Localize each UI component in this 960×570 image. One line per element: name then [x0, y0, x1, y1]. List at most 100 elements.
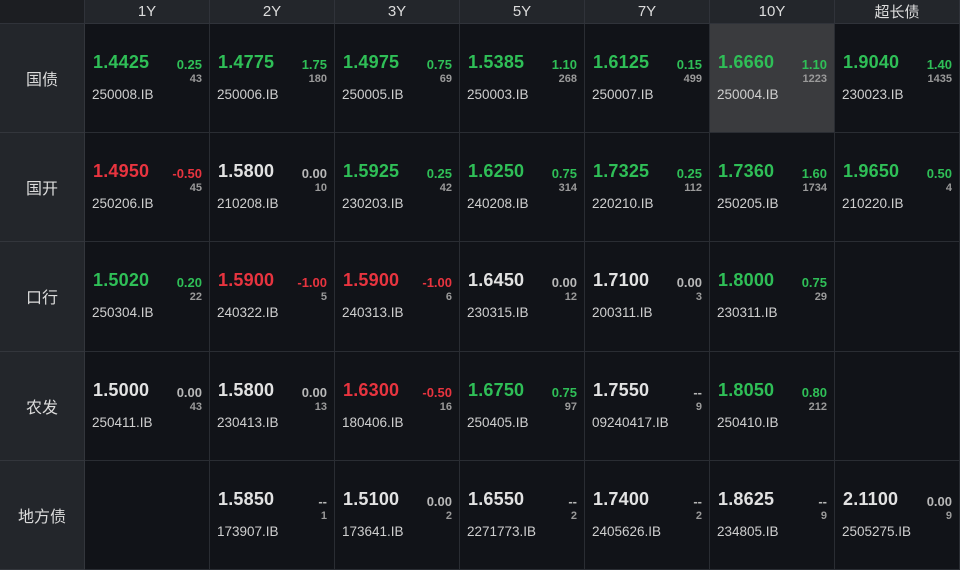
yield-value: 1.5020 [93, 270, 150, 291]
yield-value: 1.7100 [593, 270, 650, 291]
bond-code: 240313.IB [342, 305, 404, 321]
trade-count: 3 [695, 291, 702, 304]
yield-value: 1.8000 [718, 270, 775, 291]
quote-cell[interactable]: 1.8000 0.75 29 230311.IB [710, 242, 835, 352]
quote-cell[interactable]: 1.6450 0.00 12 230315.IB [460, 242, 585, 352]
quote-cell[interactable]: 1.4950 -0.50 45 250206.IB [85, 133, 210, 243]
yield-value: 1.5900 [343, 270, 400, 291]
yield-change: 1.10 [801, 57, 827, 72]
column-header-0: 1Y [85, 0, 210, 24]
quote-cell[interactable]: 1.5800 0.00 10 210208.IB [210, 133, 335, 243]
yield-change: -- [568, 493, 577, 509]
quote-cell[interactable]: 1.6660 1.10 1223 250004.IB [710, 24, 835, 134]
trade-count: 4 [945, 182, 952, 195]
trade-count: 212 [808, 400, 827, 413]
bond-code: 250008.IB [92, 87, 154, 102]
yield-change: -- [818, 493, 827, 509]
bond-code: 230413.IB [217, 414, 279, 430]
bond-code: 2505275.IB [842, 523, 912, 539]
quote-cell[interactable]: 1.4775 1.75 180 250006.IB [210, 24, 335, 134]
bond-code: 230315.IB [467, 305, 529, 321]
yield-value: 1.5925 [343, 161, 400, 182]
bond-code: 250005.IB [342, 87, 404, 102]
quote-cell[interactable]: 1.9040 1.40 1435 230023.IB [835, 24, 960, 134]
quote-cell[interactable]: 1.5850 -- 1 173907.IB [210, 460, 335, 570]
yield-value: 1.8050 [718, 379, 775, 400]
bond-code: 250006.IB [217, 87, 279, 102]
yield-change: 0.25 [176, 57, 202, 72]
empty-quote-cell [835, 242, 960, 352]
quote-cell[interactable]: 1.7400 -- 2 2405626.IB [585, 460, 710, 570]
row-header: 地方债 [0, 460, 85, 570]
yield-value: 1.9650 [843, 161, 900, 182]
yield-change: -- [693, 384, 702, 400]
quote-cell[interactable]: 1.6300 -0.50 16 180406.IB [335, 351, 460, 461]
trade-count: 43 [189, 400, 202, 413]
yield-change: 1.40 [926, 57, 952, 72]
yield-value: 1.6450 [468, 270, 525, 291]
yield-change: 0.00 [301, 166, 327, 182]
quote-cell[interactable]: 1.6250 0.75 314 240208.IB [460, 133, 585, 243]
quote-cell[interactable]: 1.6550 -- 2 2271773.IB [460, 460, 585, 570]
trade-count: 1734 [802, 182, 827, 195]
bond-code: 09240417.IB [592, 414, 669, 430]
yield-value: 1.4975 [343, 52, 400, 72]
quote-cell[interactable]: 1.8625 -- 9 234805.IB [710, 460, 835, 570]
quote-cell[interactable]: 1.7325 0.25 112 220210.IB [585, 133, 710, 243]
yield-change: -0.50 [172, 166, 202, 182]
quote-cell[interactable]: 1.5385 1.10 268 250003.IB [460, 24, 585, 134]
row-header: 国债 [0, 24, 85, 134]
column-header-6: 超长债 [835, 0, 960, 24]
yield-value: 2.1100 [843, 488, 899, 509]
yield-value: 1.7360 [718, 161, 775, 182]
trade-count: 2 [695, 509, 702, 522]
trade-count: 43 [189, 73, 202, 85]
bond-code: 250206.IB [92, 196, 154, 212]
quote-cell[interactable]: 1.5900 -1.00 5 240322.IB [210, 242, 335, 352]
quote-cell[interactable]: 1.5100 0.00 2 173641.IB [335, 460, 460, 570]
bond-code: 250405.IB [467, 414, 529, 430]
quote-cell[interactable]: 2.1100 0.00 9 2505275.IB [835, 460, 960, 570]
yield-change: -1.00 [297, 275, 327, 291]
trade-count: 12 [564, 291, 577, 304]
trade-count: 9 [820, 509, 827, 522]
yield-change: 0.25 [676, 166, 702, 182]
quote-cell[interactable]: 1.7360 1.60 1734 250205.IB [710, 133, 835, 243]
yield-value: 1.5850 [218, 488, 275, 509]
bond-code: 250003.IB [467, 87, 529, 102]
yield-change: 0.15 [676, 57, 702, 72]
quote-cell[interactable]: 1.4975 0.75 69 250005.IB [335, 24, 460, 134]
quote-cell[interactable]: 1.9650 0.50 4 210220.IB [835, 133, 960, 243]
quote-cell[interactable]: 1.8050 0.80 212 250410.IB [710, 351, 835, 461]
yield-change: -0.50 [422, 384, 452, 400]
quote-cell[interactable]: 1.5000 0.00 43 250411.IB [85, 351, 210, 461]
quote-cell[interactable]: 1.5925 0.25 42 230203.IB [335, 133, 460, 243]
bond-code: 230023.IB [842, 87, 904, 102]
yield-value: 1.6300 [343, 379, 400, 400]
column-header-5: 10Y [710, 0, 835, 24]
quote-cell[interactable]: 1.5800 0.00 13 230413.IB [210, 351, 335, 461]
quote-cell[interactable]: 1.6750 0.75 97 250405.IB [460, 351, 585, 461]
trade-count: 42 [439, 182, 452, 195]
bond-code: 250007.IB [592, 87, 654, 102]
yield-value: 1.4775 [218, 52, 275, 72]
quote-cell[interactable]: 1.6125 0.15 499 250007.IB [585, 24, 710, 134]
trade-count: 10 [314, 182, 327, 195]
quote-cell[interactable]: 1.5900 -1.00 6 240313.IB [335, 242, 460, 352]
quote-cell[interactable]: 1.7100 0.00 3 200311.IB [585, 242, 710, 352]
quote-cell[interactable]: 1.4425 0.25 43 250008.IB [85, 24, 210, 134]
trade-count: 180 [308, 73, 327, 85]
yield-change: 1.10 [551, 57, 577, 72]
bond-code: 250205.IB [717, 196, 779, 212]
quote-cell[interactable]: 1.5020 0.20 22 250304.IB [85, 242, 210, 352]
yield-value: 1.6125 [593, 52, 650, 72]
trade-count: 29 [814, 291, 827, 304]
bond-code: 173907.IB [217, 523, 279, 539]
quote-cell[interactable]: 1.7550 -- 9 09240417.IB [585, 351, 710, 461]
empty-quote-cell [835, 351, 960, 461]
yield-value: 1.5385 [468, 52, 525, 72]
yield-change: 0.00 [176, 384, 202, 400]
yield-value: 1.5000 [93, 379, 150, 400]
trade-count: 13 [314, 400, 327, 413]
bond-code: 210220.IB [842, 196, 904, 212]
